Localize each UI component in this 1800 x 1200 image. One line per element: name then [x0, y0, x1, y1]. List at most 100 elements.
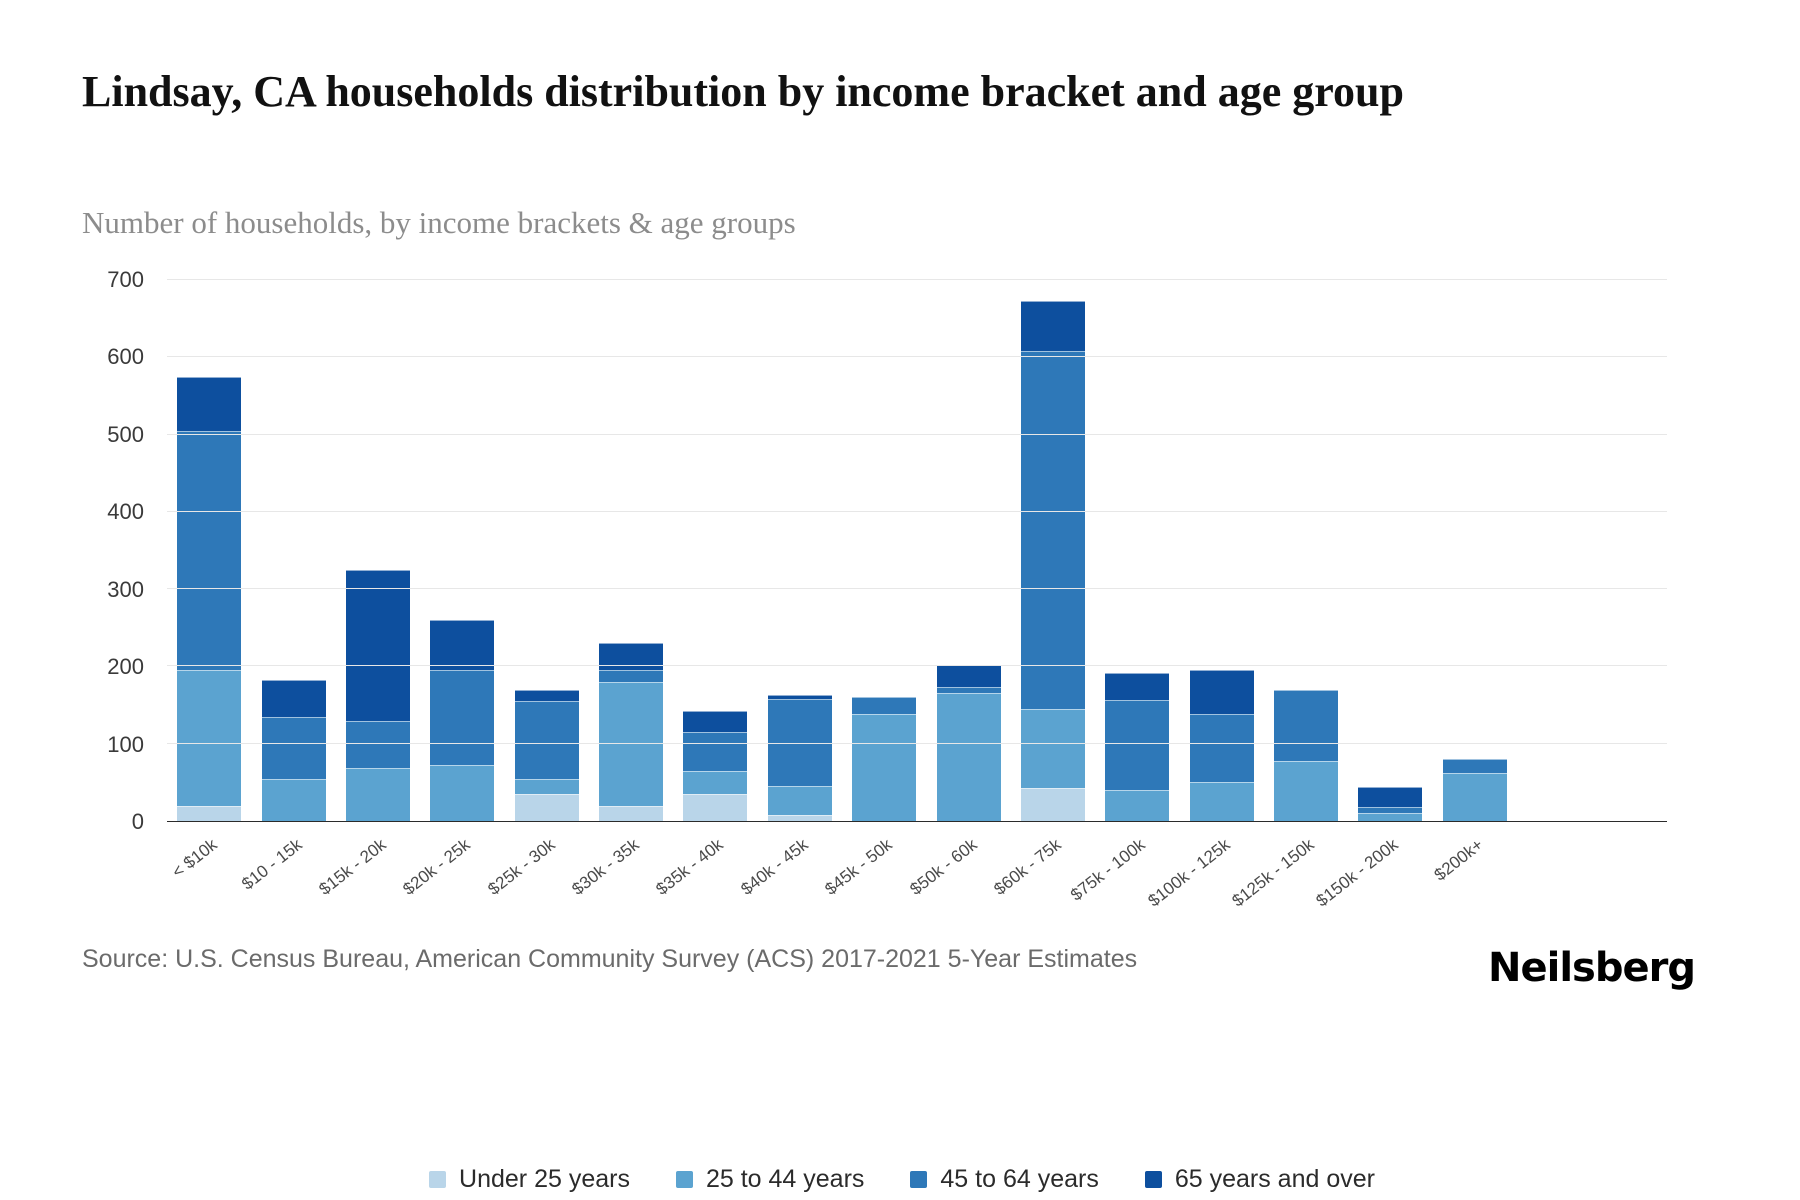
- gridline-300: [167, 588, 1667, 590]
- bar-segment[interactable]: [1274, 760, 1339, 821]
- bar-segment[interactable]: [683, 732, 748, 771]
- stacked-bar-$100k - 125k[interactable]: [1189, 280, 1254, 821]
- bar-segment[interactable]: [767, 695, 832, 699]
- legend-item-25-to-44-years[interactable]: 25 to 44 years: [675, 1165, 864, 1194]
- bar-segment[interactable]: [514, 793, 579, 821]
- bar-segment[interactable]: [430, 670, 495, 765]
- stacked-bar-$20k - 25k[interactable]: [430, 280, 495, 821]
- bar-slot: [589, 280, 673, 821]
- gridline-700: [167, 279, 1667, 280]
- x-slot: $20k - 25k: [400, 823, 504, 913]
- bar-segment[interactable]: [599, 670, 664, 682]
- legend-item-45-to-64-years[interactable]: 45 to 64 years: [910, 1165, 1099, 1194]
- bar-segment[interactable]: [1358, 807, 1423, 814]
- bar-segment[interactable]: [1020, 300, 1085, 352]
- bar-segment[interactable]: [1358, 813, 1423, 821]
- bar-segment[interactable]: [514, 701, 579, 779]
- bar-segment[interactable]: [177, 430, 242, 671]
- bar-segment[interactable]: [514, 778, 579, 794]
- legend-item-under-25-years[interactable]: Under 25 years: [429, 1165, 630, 1194]
- bar-segment[interactable]: [1020, 351, 1085, 709]
- stacked-bar-$25k - 30k[interactable]: [514, 280, 579, 821]
- bar-segment[interactable]: [767, 698, 832, 787]
- y-tick-label-700: 700: [107, 267, 144, 292]
- stacked-bar-$30k - 35k[interactable]: [599, 280, 664, 821]
- bar-segment[interactable]: [177, 670, 242, 806]
- bar-segment[interactable]: [936, 687, 1001, 694]
- bar-segment[interactable]: [430, 620, 495, 671]
- bar-slot: [1095, 280, 1179, 821]
- bar-segment[interactable]: [852, 714, 917, 821]
- bar-segment[interactable]: [767, 814, 832, 821]
- bar-segment[interactable]: [261, 716, 326, 779]
- bar-slot: [926, 280, 1010, 821]
- bar-segment[interactable]: [1442, 773, 1507, 821]
- bar-segment[interactable]: [1189, 714, 1254, 783]
- gridline-600: [167, 356, 1667, 358]
- stacked-bar-$75k - 100k[interactable]: [1105, 280, 1170, 821]
- stacked-bar-$150k - 200k[interactable]: [1358, 280, 1423, 821]
- bar-segment[interactable]: [1274, 689, 1339, 761]
- stacked-bar-$125k - 150k[interactable]: [1274, 280, 1339, 821]
- bar-segment[interactable]: [599, 681, 664, 806]
- x-slot: $50k - 60k: [906, 823, 1010, 913]
- legend-swatch-icon: [910, 1171, 928, 1188]
- bar-segment[interactable]: [1020, 787, 1085, 821]
- stacked-bar-< $10k[interactable]: [177, 280, 242, 821]
- stacked-bar-$10 - 15k[interactable]: [261, 280, 326, 821]
- stacked-bar-$15k - 20k[interactable]: [345, 280, 410, 821]
- y-tick-label-500: 500: [107, 421, 144, 447]
- bar-segment[interactable]: [430, 764, 495, 821]
- legend: Under 25 years 25 to 44 years 45 to 64 yea…: [82, 1165, 1722, 1194]
- footer: Source: U.S. Census Bureau, American Com…: [0, 945, 1800, 991]
- bar-segment[interactable]: [1189, 782, 1254, 821]
- bar-slot: [420, 280, 504, 821]
- page-title: Lindsay, CA households distribution by i…: [82, 67, 1404, 116]
- bar-segment[interactable]: [1105, 672, 1170, 700]
- bar-segment[interactable]: [767, 786, 832, 815]
- gridline-400: [167, 510, 1667, 512]
- stacked-bar-$200k+[interactable]: [1442, 280, 1507, 821]
- bar-segment[interactable]: [936, 664, 1001, 688]
- bar-segment[interactable]: [345, 720, 410, 769]
- stacked-bar-$45k - 50k[interactable]: [852, 280, 917, 821]
- source-text: Source: U.S. Census Bureau, American Com…: [82, 945, 1138, 973]
- bar-segment[interactable]: [683, 793, 748, 821]
- bar-segment[interactable]: [345, 569, 410, 721]
- stacked-bar-$35k - 40k[interactable]: [683, 280, 748, 821]
- bar-segment[interactable]: [852, 697, 917, 715]
- gridline-500: [167, 433, 1667, 435]
- bar-segment[interactable]: [1442, 759, 1507, 774]
- y-tick-label-0: 0: [131, 809, 144, 834]
- bar-segment[interactable]: [1020, 708, 1085, 788]
- page-subtitle: Number of households, by income brackets…: [82, 205, 796, 240]
- bar-slot: [336, 280, 420, 821]
- bar-segment[interactable]: [599, 805, 664, 821]
- bar-segment[interactable]: [345, 768, 410, 821]
- bar-segment[interactable]: [261, 679, 326, 717]
- bar-slot: [1433, 280, 1517, 821]
- y-tick-label-600: 600: [107, 344, 144, 370]
- bar-segment[interactable]: [683, 710, 748, 733]
- bar-slot: [1264, 280, 1348, 821]
- bar-segment[interactable]: [177, 805, 242, 821]
- stacked-bar-$60k - 75k[interactable]: [1020, 280, 1085, 821]
- y-tick-label-100: 100: [107, 731, 144, 757]
- bar-segment[interactable]: [1105, 699, 1170, 791]
- bar-segment[interactable]: [177, 376, 242, 431]
- legend-label: Under 25 years: [459, 1165, 630, 1193]
- bar-segment[interactable]: [683, 770, 748, 794]
- x-slot: $45k - 50k: [822, 823, 926, 913]
- bar-segment[interactable]: [1189, 670, 1254, 715]
- gridline-200: [167, 665, 1667, 667]
- bar-slot: [1180, 280, 1264, 821]
- stacked-bar-$40k - 45k[interactable]: [767, 280, 832, 821]
- bar-segment[interactable]: [936, 693, 1001, 821]
- y-axis: 0 100 200 300 400 500 600 700: [82, 267, 152, 834]
- legend-item-65-years-and-over[interactable]: 65 years and over: [1144, 1165, 1375, 1194]
- stacked-bar-$50k - 60k[interactable]: [936, 280, 1001, 821]
- bar-segment[interactable]: [514, 689, 579, 702]
- bar-segment[interactable]: [1358, 787, 1423, 808]
- bar-segment[interactable]: [1105, 790, 1170, 821]
- bar-segment[interactable]: [261, 778, 326, 821]
